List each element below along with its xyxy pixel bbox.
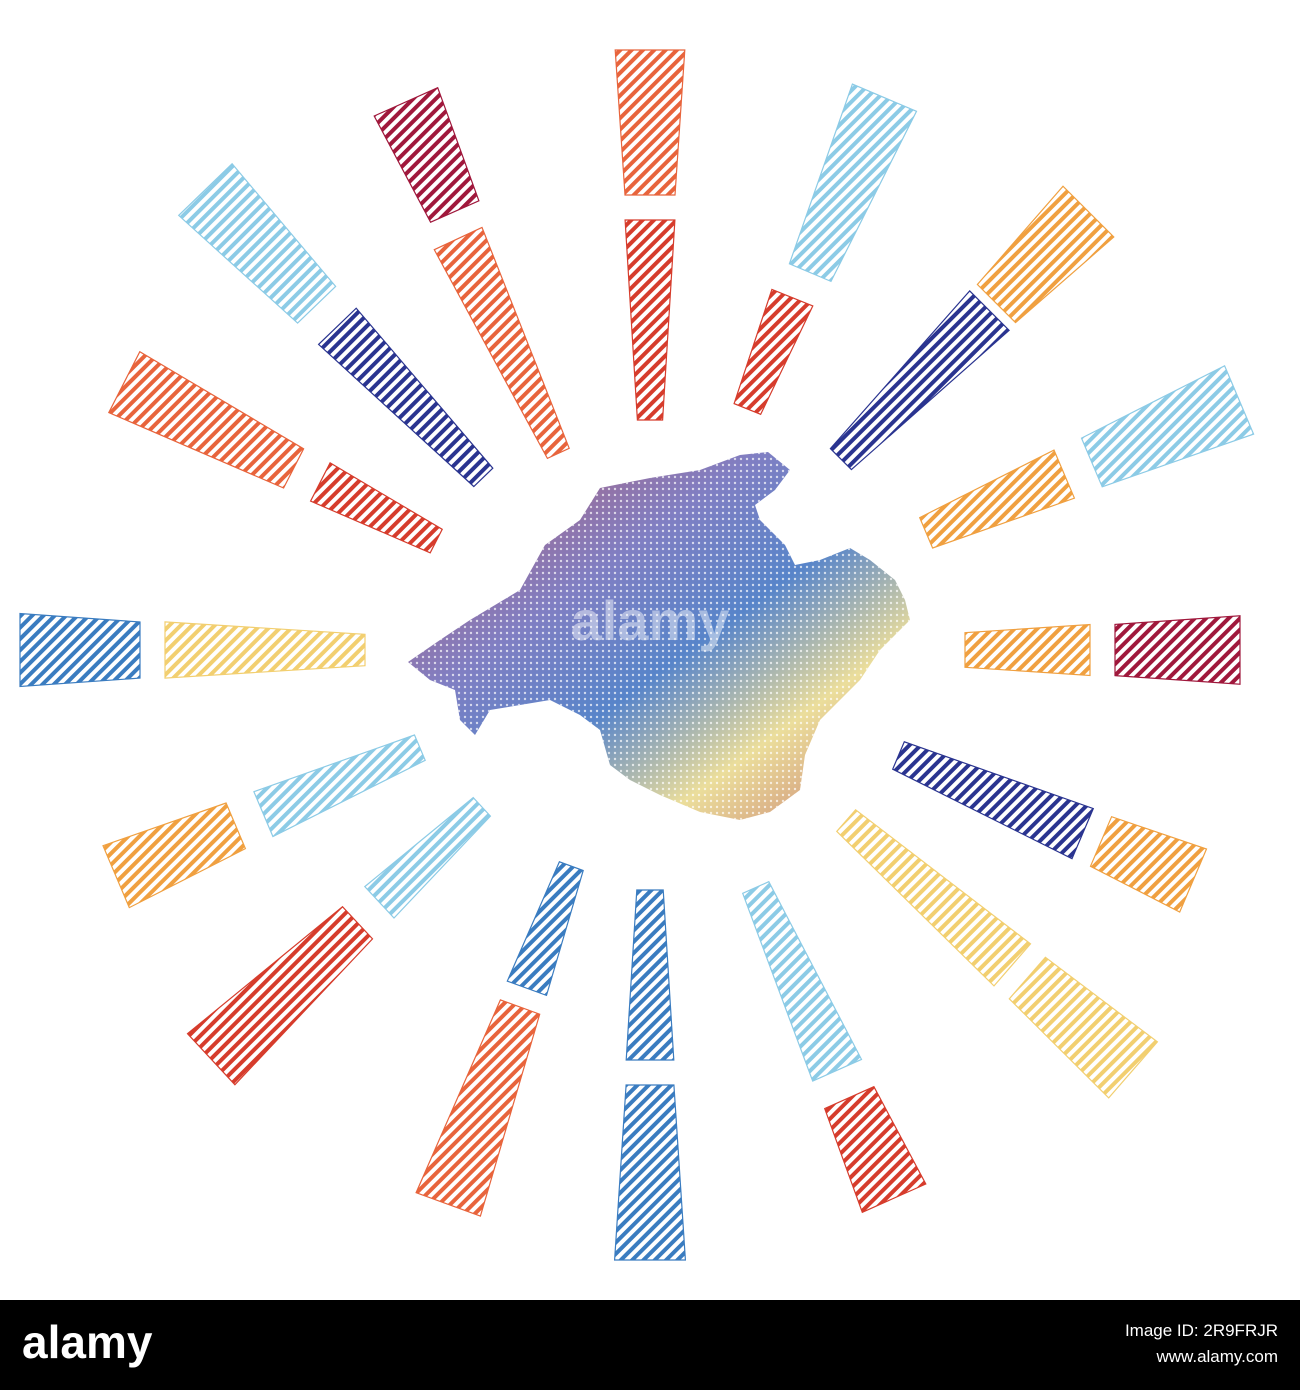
- ray-segment: [317, 307, 494, 488]
- ray-segment: [835, 808, 1032, 987]
- ray-segment: [186, 905, 374, 1086]
- sunburst-rays: [19, 49, 1255, 1261]
- ray-segment: [363, 796, 492, 919]
- ray-segment: [823, 1085, 927, 1214]
- ray-segment: [373, 86, 480, 223]
- ray-segment: [613, 1084, 687, 1261]
- ray-segment: [433, 226, 570, 460]
- ray-segment: [733, 288, 814, 416]
- ray-segment: [788, 83, 918, 283]
- ray-segment: [1114, 615, 1241, 685]
- ray-segment: [891, 741, 1095, 860]
- ray-segment: [976, 185, 1115, 324]
- footer-url: www.alamy.com: [1155, 1347, 1278, 1366]
- ray-segment: [19, 612, 141, 688]
- ray-segment: [1089, 815, 1208, 913]
- island-map: [408, 452, 910, 820]
- ray-segment: [309, 462, 443, 554]
- ray-segment: [506, 861, 584, 997]
- ray-segment: [415, 999, 541, 1217]
- ray-segment: [741, 880, 863, 1082]
- ray-segment: [964, 623, 1091, 677]
- ray-segment: [1008, 956, 1159, 1099]
- watermark: alamy: [571, 589, 730, 652]
- ray-segment: [1080, 364, 1255, 488]
- ray-segment: [253, 734, 426, 838]
- ray-segment: [102, 802, 247, 909]
- island-texture: [408, 452, 910, 820]
- ray-segment: [107, 350, 305, 489]
- ray-segment: [918, 449, 1076, 549]
- ray-segment: [624, 219, 676, 421]
- ray-segment: [614, 49, 686, 196]
- ray-segment: [625, 889, 675, 1061]
- footer-logo: alamy: [22, 1316, 153, 1368]
- ray-segment: [164, 621, 366, 679]
- image-id: Image ID: 2R9FRJR: [1125, 1321, 1278, 1340]
- ray-segment: [177, 162, 337, 324]
- ray-segment: [829, 290, 1010, 471]
- footer-bar: [0, 1300, 1300, 1390]
